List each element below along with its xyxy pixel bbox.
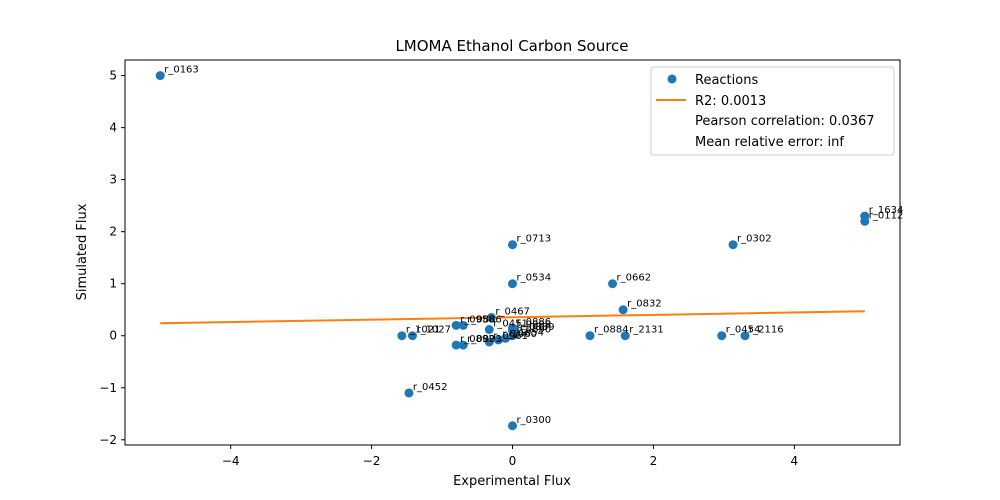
data-point <box>618 305 628 315</box>
point-label: r_0454 <box>726 325 761 336</box>
data-point <box>508 421 517 431</box>
legend-points-label: Reactions <box>695 73 758 88</box>
point-label: r_2116 <box>749 325 784 336</box>
data-point <box>155 71 165 81</box>
legend: Reactions R2: 0.0013 Pearson correlation… <box>650 66 895 156</box>
x-tick-label: 2 <box>650 454 658 468</box>
data-point <box>860 216 870 226</box>
point-label: r_0892 <box>460 334 495 345</box>
point-label: r_0832 <box>627 299 662 310</box>
legend-mre-label: Mean relative error: inf <box>695 135 844 150</box>
y-tick-label: 0 <box>109 329 117 343</box>
x-axis-label: Experimental Flux <box>453 474 571 489</box>
data-point <box>397 331 407 341</box>
x-tick-label: 0 <box>509 454 517 468</box>
y-tick-label: −1 <box>99 381 117 395</box>
point-label: r_0662 <box>617 273 652 284</box>
data-point <box>486 313 496 323</box>
fit-line-layer <box>160 310 865 325</box>
points-layer <box>155 71 870 431</box>
point-label: r_0451 <box>493 319 528 330</box>
legend-box <box>650 66 895 156</box>
x-tick-label: −4 <box>222 454 240 468</box>
fit-line <box>160 310 865 325</box>
point-label: r_0884 <box>594 325 629 336</box>
y-axis-ticks: −2 −1 0 1 2 3 4 5 <box>99 69 125 447</box>
point-label: r_0961 <box>493 331 528 342</box>
legend-points-marker <box>667 74 677 84</box>
data-point <box>407 331 417 341</box>
point-label: r_0467 <box>495 307 530 318</box>
point-label: r_1021 <box>406 325 441 336</box>
point-label: r_0713 <box>517 234 552 245</box>
data-point <box>740 331 750 341</box>
data-point <box>620 331 630 341</box>
data-point <box>608 279 618 289</box>
point-label: r_0890 <box>517 325 552 336</box>
point-label: r_1060 <box>502 329 537 340</box>
x-tick-label: 4 <box>790 454 798 468</box>
point-label: r_1054 <box>509 327 544 338</box>
data-point <box>458 340 468 350</box>
legend-pearson-label: Pearson correlation: 0.0367 <box>695 114 875 129</box>
data-point <box>508 240 517 250</box>
point-label: r_1634 <box>869 205 904 216</box>
y-tick-label: 1 <box>109 277 117 291</box>
point-label: r_0886 <box>467 314 502 325</box>
point-label: r_0534 <box>517 273 552 284</box>
data-point <box>458 320 468 330</box>
x-axis-ticks: −4 −2 0 2 4 <box>222 445 798 468</box>
data-point <box>500 333 510 343</box>
point-label: r_0958 <box>460 314 495 325</box>
y-tick-label: 3 <box>109 173 117 187</box>
y-tick-label: 4 <box>109 121 117 135</box>
data-point <box>484 325 494 334</box>
point-label: r_0452 <box>413 382 448 393</box>
point-label: r_0893 <box>467 334 502 345</box>
chart-title: LMOMA Ethanol Carbon Source <box>395 37 628 55</box>
y-tick-label: −2 <box>99 433 117 447</box>
point-label: r_0888 <box>517 320 552 331</box>
data-point <box>404 388 414 398</box>
y-tick-label: 5 <box>109 69 117 83</box>
y-tick-label: 2 <box>109 225 117 239</box>
point-label: r_0112 <box>869 210 904 221</box>
y-axis-label: Simulated Flux <box>75 203 90 300</box>
data-point <box>717 331 727 341</box>
point-label: r_2131 <box>629 325 664 336</box>
data-point <box>585 331 595 341</box>
data-point <box>493 335 503 345</box>
data-point <box>728 240 738 250</box>
point-label: r_1027 <box>416 325 451 336</box>
point-label: r_0300 <box>517 415 552 426</box>
point-label: r_0886 <box>517 317 552 328</box>
data-point <box>451 340 461 350</box>
point-label: r_0163 <box>164 65 199 76</box>
x-tick-label: −2 <box>363 454 381 468</box>
data-point <box>508 279 517 289</box>
legend-r2-label: R2: 0.0013 <box>695 94 766 109</box>
data-point <box>508 331 517 341</box>
point-label: r_0302 <box>737 234 772 245</box>
data-point <box>484 337 494 347</box>
point-label: r_0889 <box>520 322 555 333</box>
data-point <box>451 320 461 330</box>
